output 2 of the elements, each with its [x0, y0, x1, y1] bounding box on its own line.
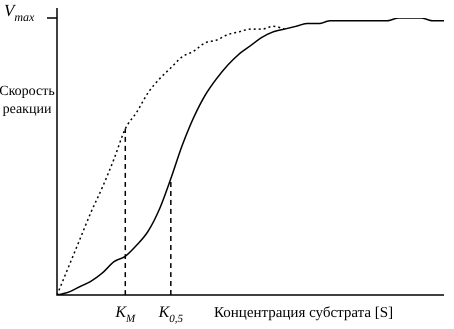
- y-axis-title: Скорость реакции: [0, 84, 55, 117]
- x-axis-title: Концентрация субстрата [S]: [214, 305, 394, 321]
